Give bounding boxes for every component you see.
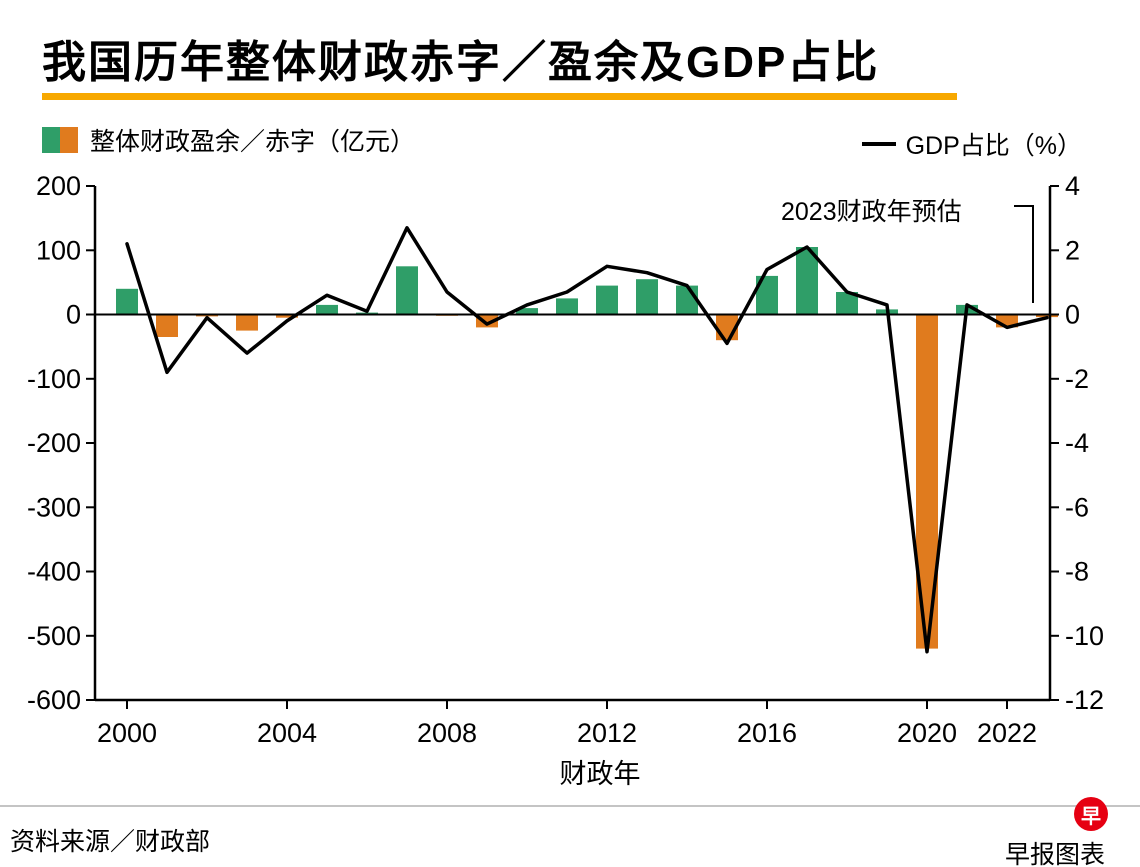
x-axis-tick-label: 2016 [737, 718, 797, 748]
bar-2004 [276, 314, 298, 318]
bar-2010 [516, 308, 538, 315]
bar-2003 [236, 314, 258, 331]
bar-2011 [556, 298, 578, 315]
left-axis-tick-label: -100 [27, 364, 81, 394]
footer-divider [0, 805, 1140, 807]
left-axis-tick-label: 0 [66, 300, 81, 330]
bar-2016 [756, 275, 778, 315]
bar-2023 [1036, 314, 1058, 318]
right-axis-tick-label: -2 [1065, 364, 1089, 394]
bar-2000 [116, 288, 138, 315]
left-axis-tick-label: -300 [27, 492, 81, 522]
right-axis-tick-label: -8 [1065, 557, 1089, 587]
left-axis-tick-label: -200 [27, 428, 81, 458]
source-label: 资料来源／财政部 [10, 828, 211, 856]
left-axis-tick-label: -600 [27, 685, 81, 715]
bar-2014 [676, 285, 698, 315]
right-axis-tick-label: 0 [1065, 300, 1080, 330]
right-axis-tick-label: -12 [1065, 685, 1104, 715]
left-axis-tick-label: 200 [36, 171, 81, 201]
bar-2012 [596, 285, 618, 315]
annotation-2023-estimate: 2023财政年预估 [781, 198, 962, 226]
line-legend-label: GDP占比（%） [905, 132, 1082, 160]
deficit-color-swatch [60, 127, 78, 153]
bar-2013 [636, 279, 658, 315]
right-axis-tick-label: 4 [1065, 171, 1080, 201]
bar-2020 [916, 314, 938, 649]
line-legend-swatch [861, 142, 896, 146]
left-axis-tick-label: 100 [36, 235, 81, 265]
x-axis-tick-label: 2012 [577, 718, 637, 748]
right-axis-tick-label: 2 [1065, 235, 1080, 265]
bar-2017 [796, 247, 818, 315]
right-axis-tick-label: -10 [1065, 621, 1104, 651]
x-axis-tick-label: 2022 [977, 718, 1037, 748]
zaobao-logo-icon: 早 [1074, 797, 1108, 831]
legend-bars: 整体财政盈余／赤字（亿元） [42, 122, 415, 158]
bar-2005 [316, 304, 338, 315]
bar-legend-swatch [42, 127, 78, 153]
x-axis-title: 财政年 [559, 759, 641, 789]
x-axis-tick-label: 2004 [257, 718, 317, 748]
left-axis-tick-label: -400 [27, 557, 81, 587]
title-underline [42, 93, 957, 100]
surplus-color-swatch [42, 127, 60, 153]
credit-label: 早报图表 [1004, 841, 1105, 867]
annotation-pointer-line [1014, 205, 1034, 303]
gdp-ratio-line [125, 226, 1049, 654]
right-axis-tick-label: -4 [1065, 428, 1089, 458]
x-axis-tick-label: 2020 [897, 718, 957, 748]
bar-2001 [156, 314, 178, 337]
right-axis-tick-label: -6 [1065, 492, 1089, 522]
x-axis-tick-label: 2000 [97, 718, 157, 748]
legend-line: GDP占比（%） [861, 126, 1082, 162]
bar-2018 [836, 292, 858, 315]
page-title: 我国历年整体财政赤字／盈余及GDP占比 [42, 38, 880, 87]
x-axis-tick-label: 2008 [417, 718, 477, 748]
bar-legend-label: 整体财政盈余／赤字（亿元） [90, 128, 416, 156]
left-axis-tick-label: -500 [27, 621, 81, 651]
bar-2007 [396, 266, 418, 315]
